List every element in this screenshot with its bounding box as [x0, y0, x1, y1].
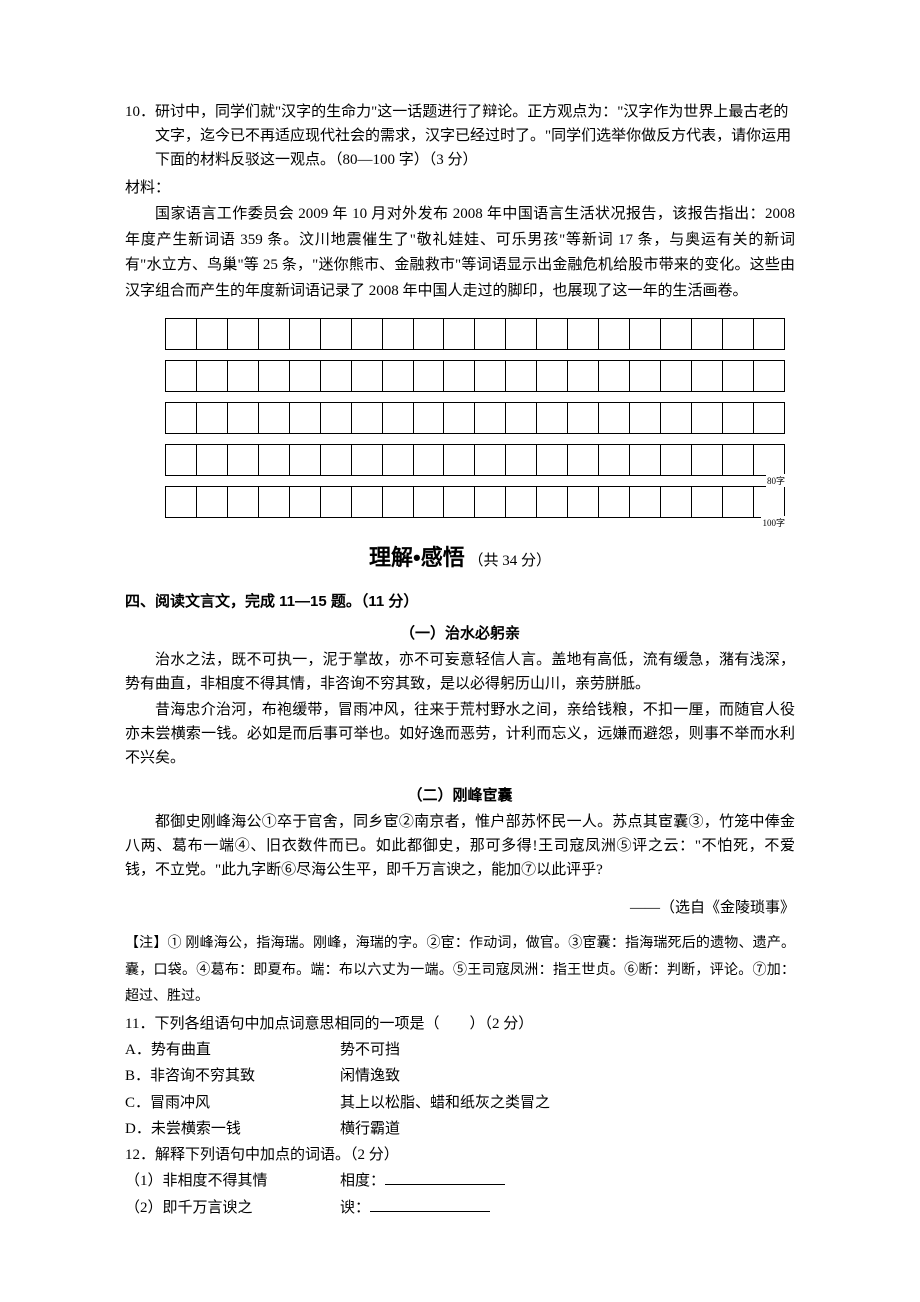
grid-row-3 [165, 402, 785, 434]
q11-option-c: C．冒雨冲风 其上以松脂、蜡和纸灰之类冒之 [125, 1090, 795, 1116]
material-label: 材料： [125, 176, 795, 200]
q11-d-right: 横行霸道 [340, 1116, 795, 1142]
q12-1-text: （1）非相度不得其情 [125, 1168, 340, 1194]
answer-grid: 80字 100字 [165, 318, 785, 518]
grid-row-5: 100字 [165, 486, 785, 518]
q11-b-left: B．非咨询不穷其致 [125, 1063, 340, 1089]
section-title: 理解•感悟 （共 34 分） [125, 540, 795, 572]
q11-option-b: B．非咨询不穷其致 闲情逸致 [125, 1063, 795, 1089]
q12-2-text: （2）即千万言谀之 [125, 1195, 340, 1221]
blank-1 [385, 1170, 505, 1185]
q11-option-a: A．势有曲直 势不可挡 [125, 1037, 795, 1063]
question-12-stem: 12．解释下列语句中加点的词语。（2 分） [125, 1142, 795, 1168]
grid-row-4: 80字 [165, 444, 785, 476]
passage2-para: 都御史刚峰海公①卒于官舍，同乡宦②南京者，惟户部苏怀民一人。苏点其宦囊③，竹笼中… [125, 810, 795, 882]
q12-2-label: 谀： [340, 1195, 795, 1221]
q11-d-left: D．未尝横索一钱 [125, 1116, 340, 1142]
section-title-big: 理解•感悟 [369, 545, 465, 570]
part4-heading: 四、阅读文言文，完成 11—15 题。（11 分） [125, 590, 795, 614]
blank-2 [370, 1197, 490, 1212]
q11-option-d: D．未尝横索一钱 横行霸道 [125, 1116, 795, 1142]
material-text: 国家语言工作委员会 2009 年 10 月对外发布 2008 年中国语言生活状况… [125, 202, 795, 304]
q12-item-1: （1）非相度不得其情 相度： [125, 1168, 795, 1194]
mark-100: 100字 [761, 516, 786, 529]
grid-row-2 [165, 360, 785, 392]
question-11-stem: 11．下列各组语句中加点词意思相同的一项是（ ）（2 分） [125, 1011, 795, 1037]
q11-b-right: 闲情逸致 [340, 1063, 795, 1089]
question-10: 10．研讨中，同学们就"汉字的生命力"这一话题进行了辩论。正方观点为："汉字作为… [125, 100, 795, 172]
mark-80: 80字 [766, 474, 786, 487]
question-10-text: 10．研讨中，同学们就"汉字的生命力"这一话题进行了辩论。正方观点为："汉字作为… [125, 100, 795, 172]
passage1-para2: 昔海忠介治河，布袍缓带，冒雨冲风，往来于荒村野水之间，亲给钱粮，不扣一厘，而随官… [125, 698, 795, 770]
q11-a-left: A．势有曲直 [125, 1037, 340, 1063]
q12-1-label: 相度： [340, 1168, 795, 1194]
section-title-small: （共 34 分） [468, 553, 551, 569]
passage1-para1: 治水之法，既不可执一，泥于掌故，亦不可妄意轻信人言。盖地有高低，流有缓急，潴有浅… [125, 648, 795, 696]
q12-item-2: （2）即千万言谀之 谀： [125, 1195, 795, 1221]
passage1-title: （一）治水必躬亲 [125, 622, 795, 646]
passage2-title: （二）刚峰宦囊 [125, 784, 795, 808]
grid-row-1 [165, 318, 785, 350]
q11-a-right: 势不可挡 [340, 1037, 795, 1063]
q11-c-left: C．冒雨冲风 [125, 1090, 340, 1116]
q11-c-right: 其上以松脂、蜡和纸灰之类冒之 [340, 1090, 795, 1116]
passage2-source: ——（选自《金陵琐事》 [125, 896, 795, 917]
note-block: 【注】① 刚峰海公，指海瑞。刚峰，海瑞的字。②宦：作动词，做官。③宦囊：指海瑞死… [125, 931, 795, 1011]
